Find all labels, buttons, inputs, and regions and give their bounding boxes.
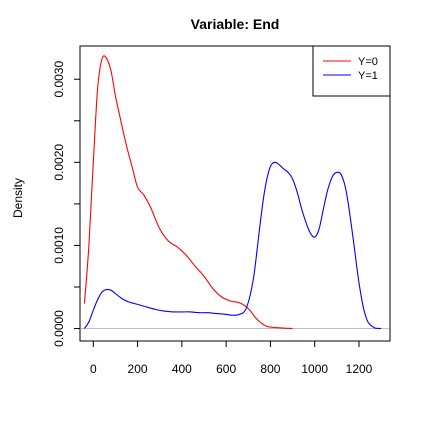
y-axis: 0.0000 0.0010 0.0020 0.0030	[52, 61, 81, 347]
x-axis: 0 200 400 600 800 1000 1200	[90, 340, 373, 376]
y-tick-label: 0.0030	[52, 61, 66, 98]
chart-title: Variable: End	[191, 16, 280, 32]
y-axis-label: Density	[11, 178, 25, 218]
y-tick-label: 0.0020	[52, 144, 66, 181]
x-tick-label: 600	[216, 362, 236, 376]
x-tick-label: 1000	[301, 362, 328, 376]
legend-label: Y=1	[358, 70, 378, 82]
x-tick-label: 0	[90, 362, 97, 376]
legend-label: Y=0	[358, 56, 378, 68]
legend: Y=0Y=1	[312, 45, 391, 97]
x-tick-label: 400	[172, 362, 192, 376]
series-line-1	[83, 161, 382, 330]
legend-box	[312, 45, 391, 97]
x-tick-label: 800	[260, 362, 280, 376]
x-tick-label: 1200	[346, 362, 373, 376]
y-tick-label: 0.0010	[52, 227, 66, 264]
y-tick-label: 0.0000	[52, 310, 66, 347]
series-line-0	[83, 55, 293, 330]
x-tick-label: 200	[128, 362, 148, 376]
series-layer	[83, 55, 382, 330]
